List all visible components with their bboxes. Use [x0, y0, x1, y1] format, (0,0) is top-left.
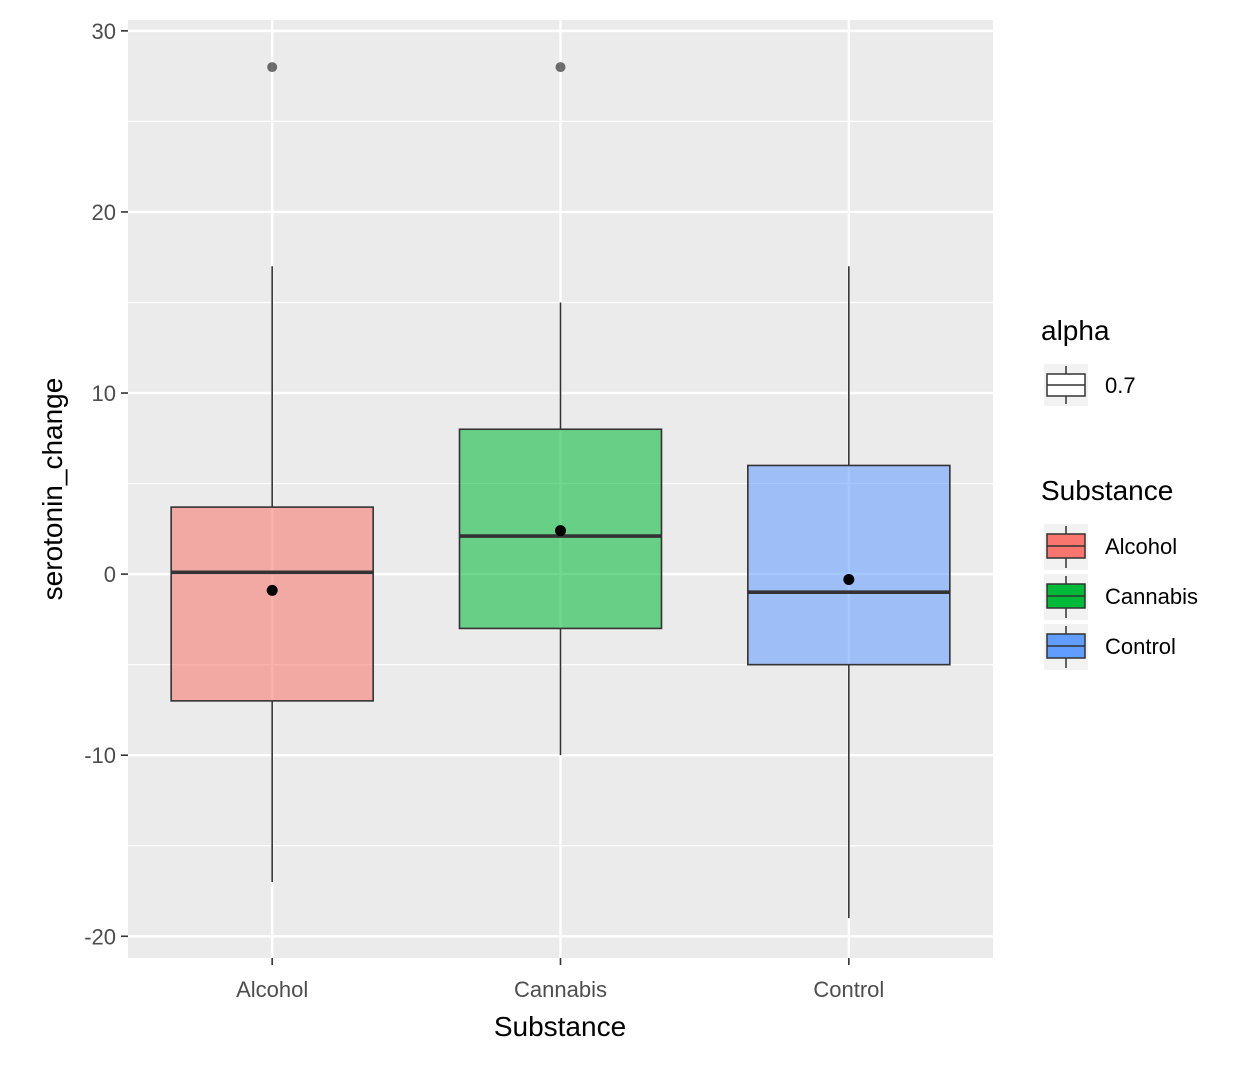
y-tick-label: 30	[92, 19, 116, 44]
legend-title-alpha: alpha	[1041, 315, 1110, 346]
box-body	[170, 506, 374, 702]
axes: -20 -10 0 10 20 30 Alcohol Cannabis Control	[84, 19, 884, 1002]
y-tick-label: 20	[92, 200, 116, 225]
x-tick-label: Alcohol	[236, 977, 308, 1002]
box-body	[747, 464, 951, 666]
legend-label-alpha: 0.7	[1105, 373, 1136, 398]
mean-point	[843, 574, 855, 586]
mean-point	[555, 525, 566, 537]
outlier-point	[267, 62, 278, 73]
y-tick-label: 0	[104, 562, 116, 587]
mean-point	[266, 584, 278, 596]
x-axis-title: Substance	[494, 1011, 626, 1042]
boxes	[170, 62, 951, 919]
legend-label-alcohol: Alcohol	[1105, 534, 1177, 559]
legend-title-substance: Substance	[1041, 475, 1173, 506]
legend-label-cannabis: Cannabis	[1105, 584, 1198, 609]
y-axis-title: serotonin_change	[37, 378, 68, 601]
legend: alpha 0.7 Substance Alcohol Cannabis Control	[1041, 315, 1198, 670]
y-tick-label: -10	[84, 743, 116, 768]
x-tick-label: Control	[813, 977, 884, 1002]
legend-label-control: Control	[1105, 634, 1176, 659]
box-control	[747, 266, 951, 919]
x-tick-label: Cannabis	[514, 977, 607, 1002]
outlier-point	[555, 62, 566, 73]
box-alcohol	[170, 62, 374, 882]
box-cannabis	[458, 62, 663, 756]
y-tick-label: 10	[92, 381, 116, 406]
y-tick-label: -20	[84, 924, 116, 949]
